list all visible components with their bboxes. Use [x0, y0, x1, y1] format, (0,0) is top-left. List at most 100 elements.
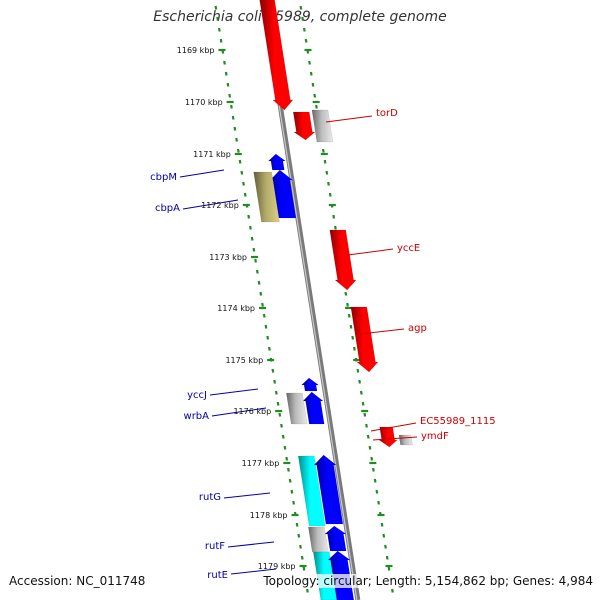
ruler-dot-inner [243, 192, 247, 197]
ruler-dot-inner [302, 566, 306, 571]
ruler-dot-outer [313, 93, 317, 98]
ruler-tick-label: 1179 kbp [258, 562, 296, 571]
ruler-dot-inner [231, 115, 235, 120]
ruler-dot-outer [365, 423, 368, 428]
ruler-dot-outer [384, 544, 387, 549]
ruler-tick-label: 1169 kbp [177, 46, 215, 55]
gene-label-cbpa: cbpA [155, 203, 180, 214]
gene-label-agp: agp [408, 323, 427, 334]
gene-label-leader [370, 422, 417, 432]
gene-label-rute: rutE [207, 570, 228, 581]
ruler-dot-inner [252, 247, 256, 252]
ruler-dot-outer [309, 71, 313, 76]
ruler-dot-outer [315, 104, 318, 109]
gene-label-yccj: yccJ [187, 390, 207, 401]
ruler-dot-inner [223, 60, 226, 65]
ruler-tick-label: 1173 kbp [209, 253, 247, 262]
ruler-dot-inner [273, 379, 276, 384]
ruler-dot-inner [297, 533, 301, 538]
ruler-dot-outer [377, 500, 380, 505]
ruler-tick-label: 1170 kbp [185, 98, 223, 107]
ruler-dot-outer [356, 368, 360, 373]
ruler-dot-outer [385, 555, 389, 560]
ruler-dot-outer [349, 324, 353, 329]
gene-arrow [324, 525, 347, 552]
ruler-dot-outer [299, 5, 303, 10]
ruler-dot-outer [363, 412, 367, 417]
ruler-dot-outer [311, 82, 315, 87]
gene-arrow [398, 434, 413, 446]
ruler-dot-inner [295, 522, 299, 527]
ruler-tick-label: 1177 kbp [242, 459, 280, 468]
ruler-dot-outer [321, 148, 325, 153]
ruler-dot-inner [261, 302, 264, 307]
gene-label-leader [347, 248, 394, 256]
ruler-dot-inner [214, 5, 218, 10]
ruler-dot-outer [372, 467, 375, 472]
ruler-dot-inner [226, 82, 230, 87]
gene-label-rutg: rutG [199, 492, 221, 503]
ruler-dot-inner [219, 38, 223, 43]
gene-label-leader [211, 407, 267, 417]
ruler-dot-inner [281, 434, 285, 439]
ruler-tick-label: 1172 kbp [201, 201, 239, 210]
ruler-dot-inner [249, 225, 252, 230]
ruler-dot-outer [380, 522, 384, 527]
ruler-tick-label: 1174 kbp [217, 304, 255, 313]
gene-arrow [311, 109, 334, 143]
ruler-dot-outer [359, 390, 363, 395]
gene-arrow [350, 306, 379, 373]
ruler-dot-inner [306, 588, 309, 593]
gene-arrow [286, 392, 308, 425]
ruler-dot-outer [351, 335, 355, 340]
ruler-dot-outer [358, 379, 361, 384]
gene-label-cbpm: cbpM [150, 172, 177, 183]
ruler-dot-outer [366, 434, 370, 439]
ruler-dot-outer [334, 225, 337, 230]
ruler-dot-inner [266, 335, 270, 340]
ruler-dot-inner [242, 181, 245, 186]
ruler-dot-outer [347, 313, 351, 318]
gene-arrow [329, 229, 357, 291]
ruler-dot-inner [240, 170, 244, 175]
ruler-dot-outer [344, 291, 348, 296]
ruler-dot-outer [387, 566, 391, 571]
ruler-dot-inner [278, 412, 282, 417]
ruler-dot-outer [375, 489, 379, 494]
ruler-dot-outer [308, 60, 311, 65]
ruler-dot-inner [233, 126, 237, 131]
ruler-dot-inner [300, 555, 304, 560]
ruler-dot-inner [235, 137, 238, 142]
ruler-dot-outer [368, 445, 372, 450]
gene-arrow [297, 455, 326, 527]
ruler-dot-inner [287, 467, 290, 472]
ruler-dot-inner [285, 456, 289, 461]
ruler-dot-inner [247, 214, 251, 219]
gene-arrow [253, 171, 280, 223]
ruler-dot-outer [370, 456, 374, 461]
gene-arrow [292, 111, 316, 141]
gene-label-leader [223, 492, 271, 499]
gene-arrow [308, 526, 329, 553]
ruler-dot-inner [230, 104, 233, 109]
gene-label-leader [227, 541, 275, 548]
ruler-dot-outer [301, 16, 304, 21]
gene-arrow [313, 454, 344, 525]
gene-arrow [300, 377, 320, 392]
ruler-dot-inner [292, 500, 295, 505]
ruler-dot-outer [325, 170, 329, 175]
ruler-dot-outer [361, 401, 365, 406]
ruler-tick-label: 1171 kbp [193, 150, 231, 159]
ruler-dot-inner [268, 346, 271, 351]
ruler-dot-outer [304, 38, 308, 43]
gene-arrow [378, 426, 398, 448]
ruler-dot-inner [254, 258, 257, 263]
gene-label-ec55989_1115: EC55989_1115 [420, 416, 496, 427]
ruler-dot-outer [382, 533, 386, 538]
ruler-dot-outer [323, 159, 327, 164]
gene-label-ycce: yccE [397, 243, 420, 254]
gene-label-leader [230, 568, 277, 575]
gene-label-leader [359, 328, 405, 335]
ruler-dot-inner [283, 445, 287, 450]
